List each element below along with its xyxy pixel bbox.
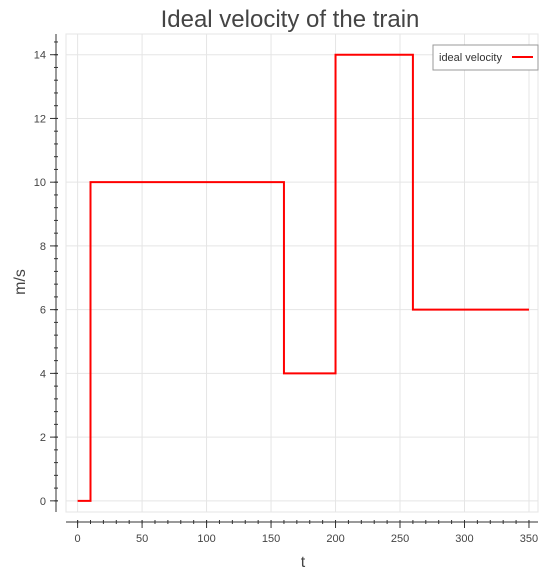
x-tick-label: 300	[455, 533, 473, 545]
y-axis: 0 2 4 6 8 10 12 14	[34, 34, 58, 512]
x-tick-label: 0	[75, 533, 81, 545]
plot-area-frame	[65, 33, 539, 513]
legend-box	[432, 44, 539, 71]
x-tick-label: 200	[326, 533, 344, 545]
x-tick-label: 100	[197, 533, 215, 545]
legend: ideal velocity	[432, 44, 539, 71]
y-tick-label: 6	[40, 305, 46, 317]
x-axis: 0 50 100 150 200 250 300 350	[66, 520, 538, 545]
series-layer	[77, 53, 529, 502]
y-tick-label: 12	[34, 113, 46, 125]
x-axis-label: t	[301, 554, 306, 571]
y-axis-label: m/s	[12, 269, 29, 295]
y-tick-label: 14	[34, 50, 46, 62]
x-tick-label: 50	[136, 533, 148, 545]
y-tick-label: 10	[34, 177, 46, 189]
y-tick-label: 2	[40, 432, 46, 444]
y-tick-label: 4	[40, 368, 46, 380]
chart-title: Ideal velocity of the train	[161, 6, 420, 33]
y-tick-label: 8	[40, 241, 46, 253]
legend-label-ideal-velocity: ideal velocity	[439, 52, 502, 64]
x-tick-label: 150	[262, 533, 280, 545]
x-tick-label: 250	[391, 533, 409, 545]
y-tick-label: 0	[40, 496, 46, 508]
series-line-ideal-velocity	[77, 53, 529, 502]
x-tick-label: 350	[520, 533, 538, 545]
